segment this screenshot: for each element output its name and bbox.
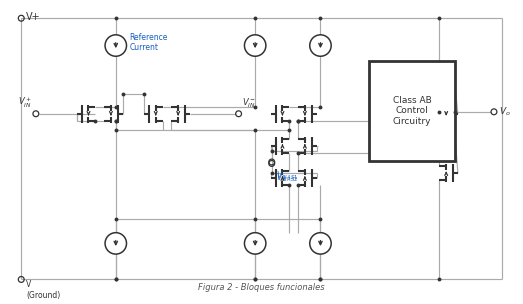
Circle shape	[105, 233, 127, 254]
Text: $V_{IN}^+$: $V_{IN}^+$	[18, 96, 32, 110]
Text: Reference
Current: Reference Current	[129, 33, 168, 52]
Text: V
(Ground): V (Ground)	[26, 280, 60, 300]
Circle shape	[244, 35, 266, 56]
Text: $V_{IN}^-$: $V_{IN}^-$	[243, 96, 256, 110]
Circle shape	[310, 35, 331, 56]
Text: Class AB
Control
Circuitry: Class AB Control Circuitry	[393, 96, 431, 126]
Circle shape	[105, 35, 127, 56]
Text: $V_{BIAS2}$: $V_{BIAS2}$	[276, 171, 298, 184]
Circle shape	[244, 233, 266, 254]
Text: V+: V+	[26, 12, 41, 22]
Text: $V_{BIAS1}$: $V_{BIAS1}$	[276, 170, 298, 182]
Text: Figura 2 - Bloques funcionales: Figura 2 - Bloques funcionales	[198, 283, 325, 292]
Text: $V_o$: $V_o$	[499, 105, 510, 118]
Bar	[369, 61, 455, 161]
Circle shape	[310, 233, 331, 254]
